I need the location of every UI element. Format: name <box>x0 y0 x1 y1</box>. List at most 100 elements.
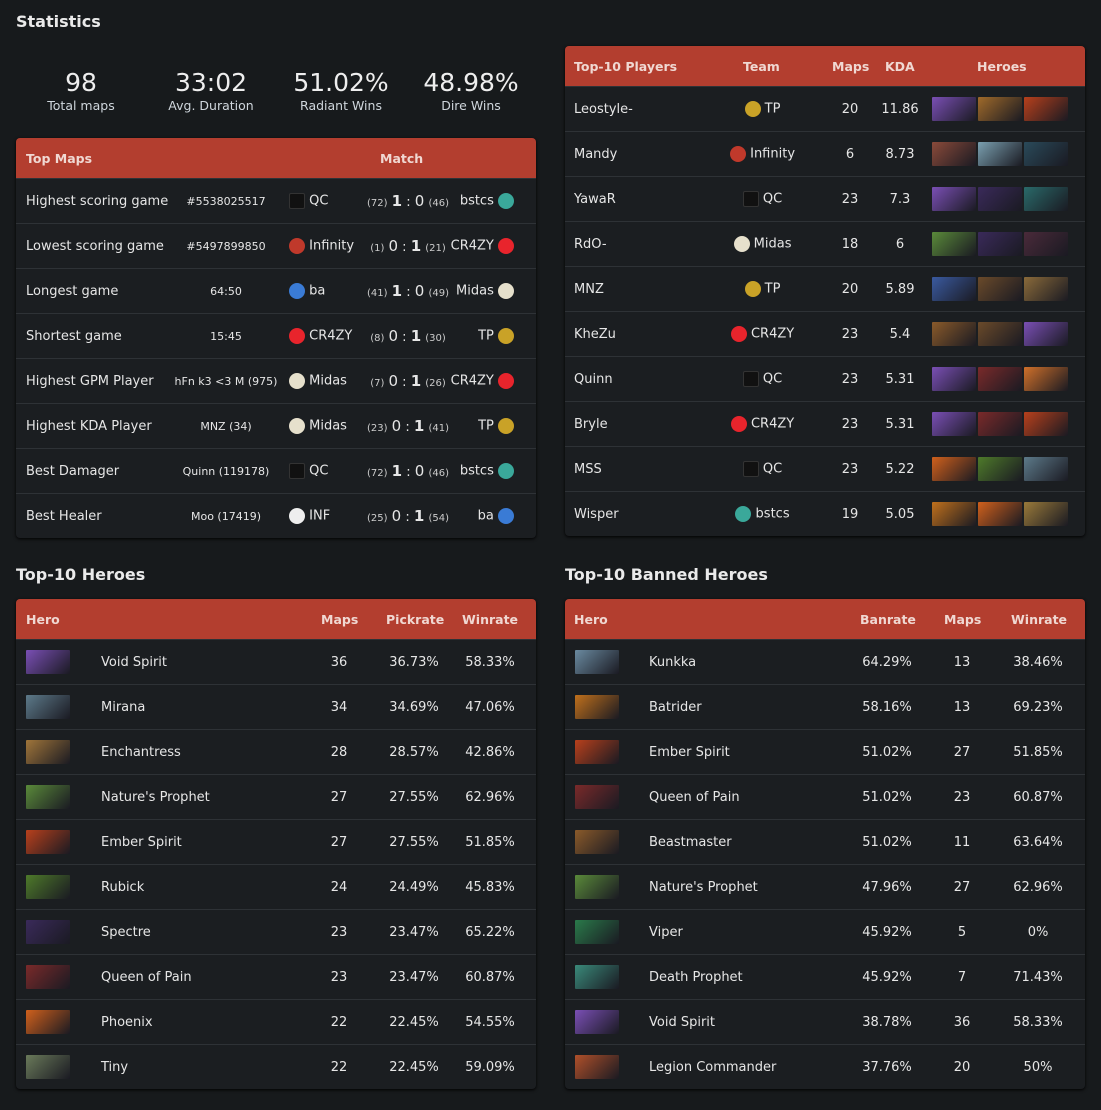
score-kills: (26) <box>425 378 446 389</box>
banrate: 38.78% <box>862 1014 912 1030</box>
table-row[interactable]: Nature's Prophet 27 27.55% 62.96% <box>16 774 536 819</box>
winrate: 60.87% <box>465 969 515 985</box>
score-kills: (25) <box>367 513 388 524</box>
team-name: QC <box>762 461 783 477</box>
maps: 36 <box>330 654 348 670</box>
player-name: Mandy <box>574 146 618 162</box>
summary-stats: 98 Total maps 33:02 Avg. Duration 51.02% Radi… <box>16 68 536 113</box>
hero-portrait-icon <box>26 965 70 989</box>
row-detail: 64:50 <box>210 284 242 298</box>
team-name: bstcs <box>755 506 790 522</box>
team-logo-icon <box>735 506 752 522</box>
team-logo-icon <box>730 326 747 342</box>
row-label: Best Healer <box>26 508 102 524</box>
team-name: bstcs <box>459 193 494 209</box>
score-kills: (41) <box>428 423 449 434</box>
row-label: Highest KDA Player <box>26 418 152 434</box>
table-row[interactable]: RdO- Midas 18 6 <box>565 221 1085 266</box>
maps: 27 <box>953 744 971 760</box>
pickrate: 22.45% <box>389 1014 439 1030</box>
table-row[interactable]: Highest scoring game #5538025517 QC (72) 1… <box>16 178 536 223</box>
hero-portrait-icon <box>575 695 619 719</box>
table-row[interactable]: Beastmaster 51.02% 11 63.64% <box>565 819 1085 864</box>
table-row[interactable]: Viper 45.92% 5 0% <box>565 909 1085 954</box>
table-row[interactable]: Leostyle- TP 20 11.86 <box>565 86 1085 131</box>
table-row[interactable]: Best Healer Moo (17419) INF (25) 0 : 1 (54… <box>16 493 536 538</box>
table-row[interactable]: Shortest game 15:45 CR4ZY (8) 0 : 1 (30) TP <box>16 313 536 358</box>
team-logo-icon <box>498 238 514 254</box>
table-row[interactable]: Queen of Pain 51.02% 23 60.87% <box>565 774 1085 819</box>
hero-portrait-icon <box>575 830 619 854</box>
team-name: Midas <box>309 373 347 389</box>
table-row[interactable]: Wisper bstcs 19 5.05 <box>565 491 1085 536</box>
table-row[interactable]: Spectre 23 23.47% 65.22% <box>16 909 536 954</box>
table-row[interactable]: Mirana 34 34.69% 47.06% <box>16 684 536 729</box>
hero-name: Mirana <box>101 699 146 715</box>
team-name: QC <box>762 371 783 387</box>
table-row[interactable]: Longest game 64:50 ba (41) 1 : 0 (49) Midas <box>16 268 536 313</box>
team-name: QC <box>309 463 329 479</box>
table-row[interactable]: Highest GPM Player hFn k3 <3 M (975) Mida… <box>16 358 536 403</box>
team-name: CR4ZY <box>750 326 795 342</box>
maps: 27 <box>953 879 971 895</box>
player-name: Quinn <box>574 371 613 387</box>
table-row[interactable]: Batrider 58.16% 13 69.23% <box>565 684 1085 729</box>
table-row[interactable]: Quinn QC 23 5.31 <box>565 356 1085 401</box>
hero-portrait-icon <box>26 875 70 899</box>
row-label: Best Damager <box>26 463 120 479</box>
score-right: 0 <box>414 192 425 210</box>
table-row[interactable]: Rubick 24 24.49% 45.83% <box>16 864 536 909</box>
table-row[interactable]: Best Damager Quinn (119178) QC (72) 1 : 0 … <box>16 448 536 493</box>
team-logo-icon <box>289 463 305 479</box>
table-row[interactable]: Queen of Pain 23 23.47% 60.87% <box>16 954 536 999</box>
row-detail: MNZ (34) <box>200 419 252 433</box>
kda: 5.89 <box>885 281 915 297</box>
team-name: CR4ZY <box>309 328 353 344</box>
pickrate: 27.55% <box>389 789 439 805</box>
table-row[interactable]: Ember Spirit 27 27.55% 51.85% <box>16 819 536 864</box>
hero-name: Nature's Prophet <box>649 879 758 895</box>
team-logo-icon <box>498 463 514 479</box>
table-row[interactable]: YawaR QC 23 7.3 <box>565 176 1085 221</box>
table-row[interactable]: MSS QC 23 5.22 <box>565 446 1085 491</box>
hero-portrait-icon <box>26 695 70 719</box>
team-logo-icon <box>289 238 305 254</box>
table-row[interactable]: Bryle CR4ZY 23 5.31 <box>565 401 1085 446</box>
score-left: 0 <box>388 372 399 390</box>
table-row[interactable]: Legion Commander 37.76% 20 50% <box>565 1044 1085 1089</box>
heroes-title: Top-10 Heroes <box>16 565 146 584</box>
table-row[interactable]: MNZ TP 20 5.89 <box>565 266 1085 311</box>
pickrate: 23.47% <box>389 924 439 940</box>
score-kills: (54) <box>428 513 449 524</box>
maps: 13 <box>953 654 971 670</box>
banrate: 45.92% <box>862 969 912 985</box>
row-label: Highest GPM Player <box>26 373 154 389</box>
banrate: 64.29% <box>862 654 912 670</box>
table-header: Top-10 Players Team Maps KDA Heroes <box>565 46 1085 86</box>
table-row[interactable]: Void Spirit 38.78% 36 58.33% <box>565 999 1085 1044</box>
table-row[interactable]: Lowest scoring game #5497899850 Infinity (… <box>16 223 536 268</box>
team-name: TP <box>478 328 494 344</box>
table-row[interactable]: KheZu CR4ZY 23 5.4 <box>565 311 1085 356</box>
hero-portrait-icon <box>932 457 976 481</box>
player-name: MSS <box>574 461 602 477</box>
table-row[interactable]: Death Prophet 45.92% 7 71.43% <box>565 954 1085 999</box>
score-left: 0 <box>388 327 399 345</box>
team-name: Infinity <box>309 238 355 254</box>
team-logo-icon <box>498 418 514 434</box>
table-row[interactable]: Void Spirit 36 36.73% 58.33% <box>16 639 536 684</box>
winrate: 47.06% <box>465 699 515 715</box>
table-row[interactable]: Enchantress 28 28.57% 42.86% <box>16 729 536 774</box>
table-row[interactable]: Mandy Infinity 6 8.73 <box>565 131 1085 176</box>
score-left: 0 <box>391 507 402 525</box>
table-row[interactable]: Ember Spirit 51.02% 27 51.85% <box>565 729 1085 774</box>
table-row[interactable]: Kunkka 64.29% 13 38.46% <box>565 639 1085 684</box>
hero-name: Kunkka <box>649 654 697 670</box>
table-row[interactable]: Highest KDA Player MNZ (34) Midas (23) 0 :… <box>16 403 536 448</box>
table-row[interactable]: Nature's Prophet 47.96% 27 62.96% <box>565 864 1085 909</box>
table-row[interactable]: Tiny 22 22.45% 59.09% <box>16 1044 536 1089</box>
table-row[interactable]: Phoenix 22 22.45% 54.55% <box>16 999 536 1044</box>
winrate: 62.96% <box>465 789 515 805</box>
header-cell: Winrate <box>462 611 519 627</box>
kda: 8.73 <box>885 146 915 162</box>
